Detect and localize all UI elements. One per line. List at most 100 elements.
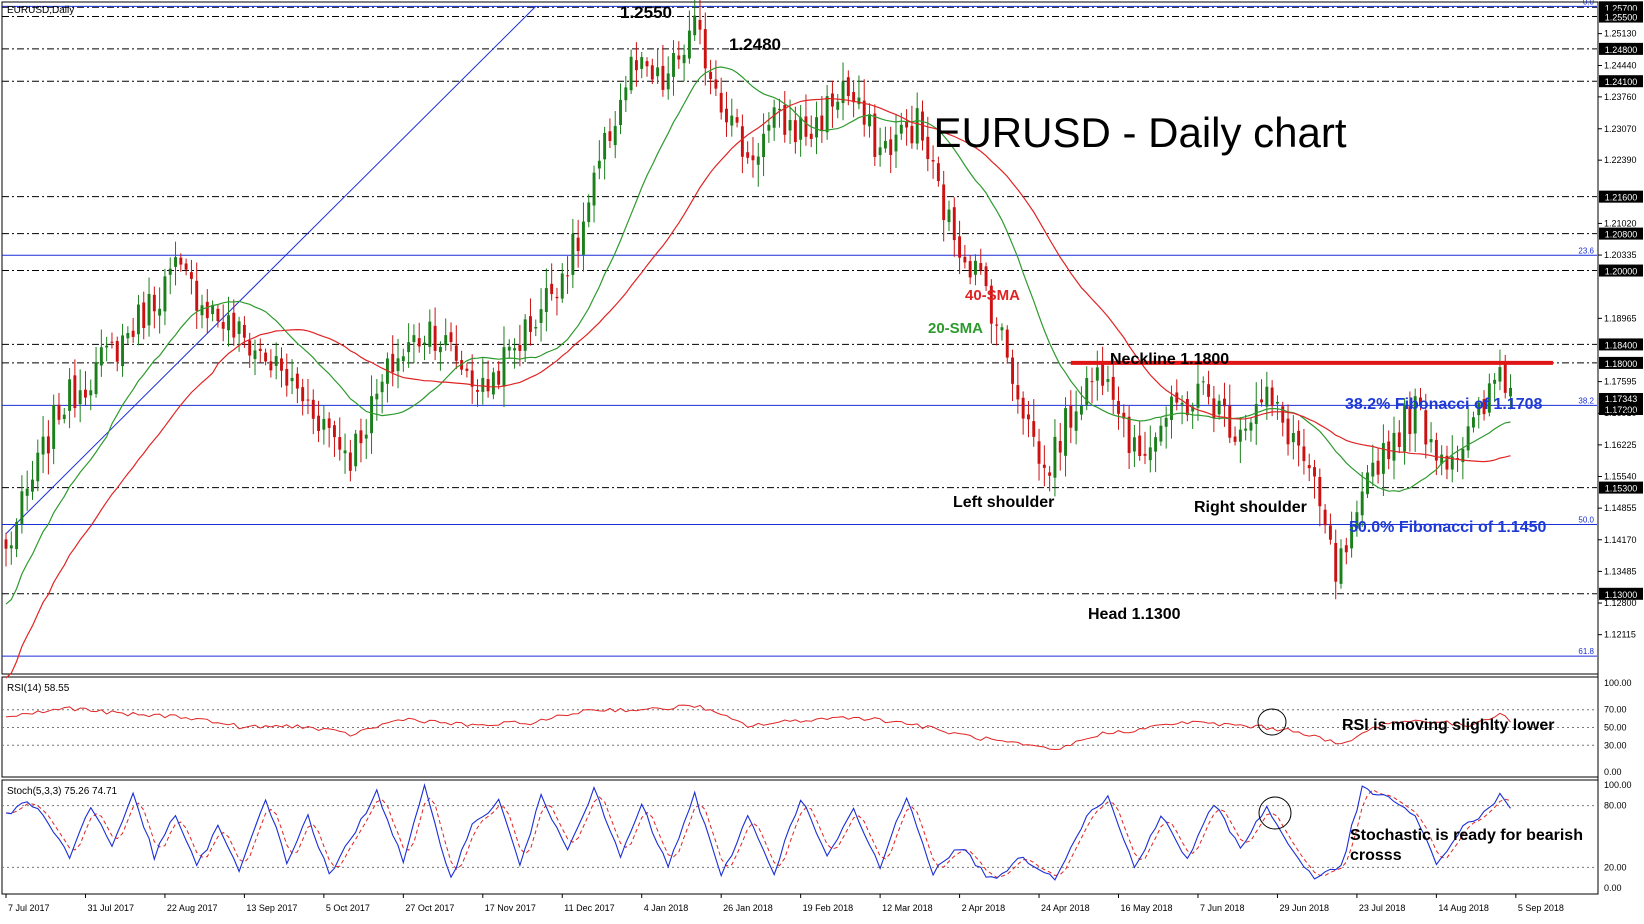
candle-body	[89, 390, 93, 396]
candle-body	[952, 207, 956, 241]
level-tag-bg	[1599, 587, 1643, 600]
candle-body	[242, 324, 246, 338]
price-tick-label: 1.23760	[1604, 92, 1637, 102]
candle-body	[825, 96, 829, 133]
time-tick-label: 26 Jan 2018	[723, 903, 773, 913]
candle-body	[645, 61, 649, 67]
candle-body	[147, 293, 151, 326]
level-tag-label: 1.18000	[1605, 359, 1638, 369]
candle-body	[518, 345, 522, 351]
candle-body	[290, 377, 294, 382]
candle-body	[1419, 397, 1422, 406]
candle-body	[211, 305, 215, 315]
candle-body	[449, 332, 453, 342]
time-tick-label: 11 Dec 2017	[564, 903, 614, 913]
candle-body	[438, 346, 442, 353]
candle-body	[539, 309, 543, 323]
candle-body	[910, 125, 914, 144]
candle-body	[597, 160, 601, 169]
candle-body	[380, 381, 384, 393]
annotation-right-shoulder: Right shoulder	[1194, 499, 1307, 516]
candle-body	[9, 545, 13, 549]
candle-body	[264, 352, 268, 362]
price-tick-label: 1.17595	[1604, 377, 1637, 387]
candle-body	[963, 256, 967, 263]
candle-body	[1196, 383, 1200, 408]
candle-body	[1371, 462, 1375, 477]
stoch-label: Stoch(5,3,3) 75.26 74.71	[7, 786, 118, 797]
candle-body	[433, 325, 437, 351]
candle-body	[94, 362, 98, 395]
candle-body	[227, 315, 230, 331]
candle-body	[142, 302, 146, 329]
candle-body	[301, 387, 305, 402]
candle-body	[841, 81, 845, 104]
candle-body	[465, 368, 469, 371]
time-tick-label: 17 Nov 2017	[485, 903, 536, 913]
candle-body	[571, 233, 575, 275]
level-tag-bg	[1599, 481, 1643, 494]
candle-body	[592, 172, 596, 206]
candle-body	[1434, 439, 1438, 461]
candle-body	[454, 345, 458, 361]
candle-body	[735, 117, 739, 123]
price-tag-bg	[1599, 393, 1643, 404]
candle-body	[889, 139, 893, 156]
level-tag-label: 1.20800	[1605, 230, 1638, 240]
level-tag-bg	[1599, 75, 1643, 88]
candle-body	[1053, 436, 1057, 478]
candle-body	[767, 124, 771, 131]
candle-body	[417, 338, 421, 347]
candle-body	[1328, 525, 1332, 540]
candle-body	[1042, 464, 1046, 468]
candle-body	[873, 113, 877, 157]
candle-body	[566, 275, 570, 277]
candle-body	[772, 107, 776, 128]
candle-body	[121, 335, 125, 367]
candle-body	[576, 237, 580, 252]
candle-body	[1138, 435, 1142, 456]
fib-line-label: 38.2	[1578, 396, 1594, 405]
candle-body	[476, 389, 479, 392]
candle-body	[497, 370, 501, 385]
candle-body	[719, 92, 723, 113]
candle-body	[613, 125, 617, 146]
candle-body	[756, 156, 760, 165]
candle-body	[1207, 384, 1211, 397]
level-tag-bg	[1599, 264, 1643, 277]
candle-body	[936, 163, 940, 182]
candle-body	[513, 348, 517, 351]
candle-body	[899, 124, 903, 134]
time-tick-label: 5 Oct 2017	[326, 903, 370, 913]
candle-body	[1058, 440, 1062, 453]
candle-body	[1000, 327, 1004, 331]
candle-body	[311, 399, 315, 419]
candle-body	[1090, 381, 1094, 383]
stoch-tick-label: 0.00	[1604, 883, 1622, 893]
rsi-tick-label: 30.00	[1604, 740, 1627, 750]
candle-body	[857, 97, 861, 105]
candle-body	[31, 479, 34, 492]
candle-body	[195, 280, 199, 311]
price-tick-label: 1.15540	[1604, 472, 1637, 482]
candle-body	[470, 370, 474, 387]
level-tag-bg	[1599, 227, 1643, 240]
candle-body	[52, 405, 56, 449]
time-tick-label: 31 Jul 2017	[87, 903, 134, 913]
horizontal-levels	[2, 6, 1597, 595]
level-tag-label: 1.13000	[1605, 590, 1638, 600]
symbol-label: EURUSD,Daily	[7, 5, 74, 16]
candle-body	[1509, 387, 1512, 397]
annotation-high-1: 1.2550	[620, 3, 672, 22]
candle-body	[221, 322, 225, 329]
candle-body	[1005, 329, 1009, 358]
candle-body	[1503, 363, 1507, 393]
annotation-head: Head 1.1300	[1088, 606, 1181, 623]
candle-body	[306, 399, 310, 401]
level-tag-bg	[1599, 10, 1643, 23]
stoch-highlight-circle	[1258, 796, 1292, 830]
candle-body	[1201, 381, 1205, 383]
candle-body	[1376, 460, 1380, 475]
